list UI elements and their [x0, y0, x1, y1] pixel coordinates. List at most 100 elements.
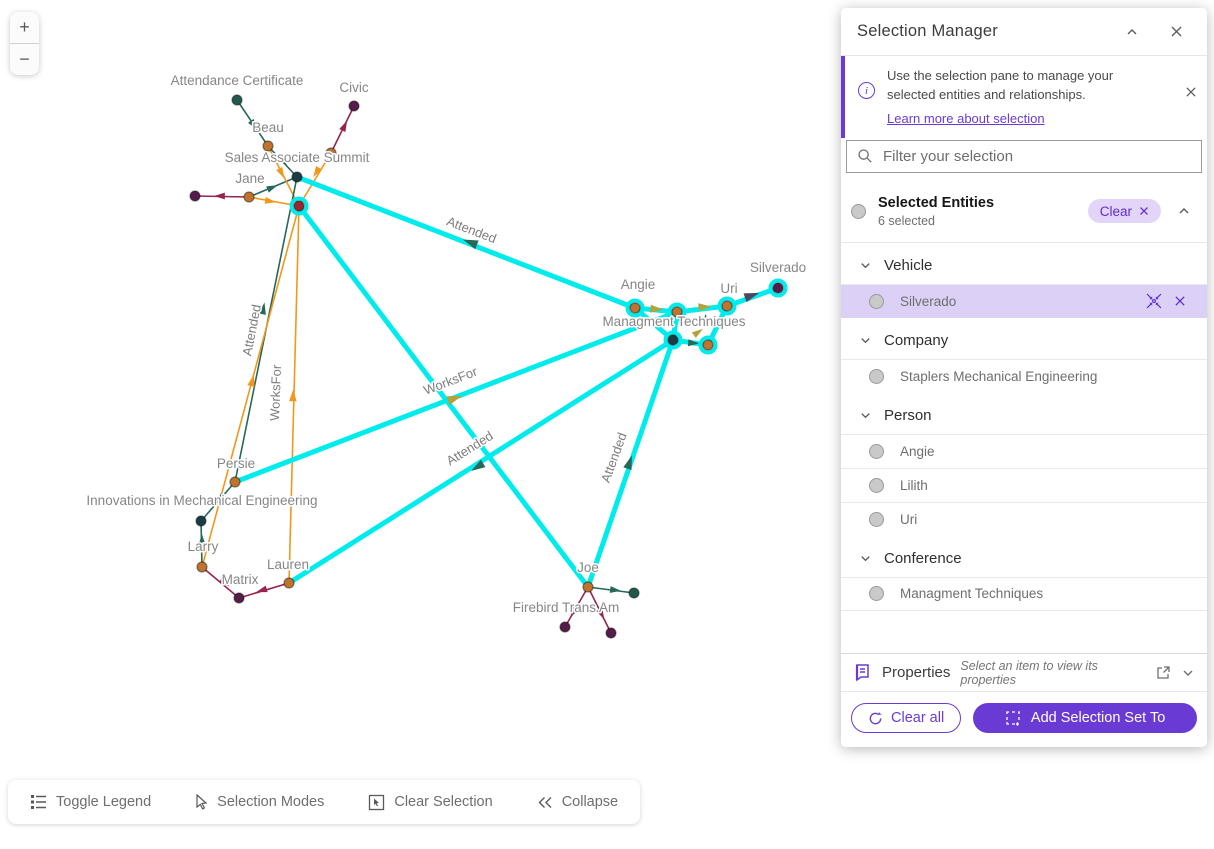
graph-node-firebird-a[interactable] — [559, 621, 571, 633]
properties-bar[interactable]: Properties Select an item to view its pr… — [841, 653, 1207, 692]
node-label-matrix: Matrix — [222, 572, 259, 587]
clear-all-button[interactable]: Clear all — [851, 703, 962, 733]
entity-groups-list: Vehicle Silverado Company Staplers Mechanic… — [841, 243, 1207, 653]
graph-node-lilith[interactable] — [667, 302, 687, 322]
group-header-conference[interactable]: Conference — [841, 536, 1207, 577]
node-label-summit: Sales Associate Summit — [225, 150, 370, 165]
graph-node-attendance-certificate[interactable] — [231, 94, 243, 106]
edge-arrowhead — [276, 167, 285, 179]
clear-chip-label: Clear — [1099, 203, 1132, 219]
person-node-dot — [196, 561, 208, 573]
graph-node-cluster-b[interactable] — [698, 335, 718, 355]
group-header-vehicle[interactable]: Vehicle — [841, 243, 1207, 284]
zoom-out-button[interactable]: − — [10, 44, 39, 75]
close-panel-button[interactable] — [1161, 17, 1191, 47]
edge-joe-firebird-a[interactable] — [564, 586, 589, 628]
graph-node-silverado[interactable] — [768, 278, 788, 298]
group-name: Person — [884, 406, 932, 424]
edge-larry-staplers[interactable] — [201, 205, 300, 568]
graph-node-uri[interactable] — [717, 296, 737, 316]
toolbar-selection-modes[interactable]: Selection Modes — [195, 794, 324, 810]
edge-arrowhead — [198, 533, 206, 545]
toolbar-item-label: Clear Selection — [394, 794, 493, 810]
entity-row-lilith[interactable]: Lilith — [841, 467, 1207, 502]
graph-node-summit[interactable] — [291, 171, 303, 183]
graph-node-joe[interactable] — [582, 581, 594, 593]
expand-properties-button[interactable] — [1181, 666, 1195, 680]
collapse-chevrons-icon — [537, 796, 553, 809]
edge-arrowhead — [446, 395, 463, 406]
zoom-to-entity-icon[interactable] — [1141, 289, 1167, 313]
graph-node-beau[interactable] — [262, 140, 274, 152]
entity-circle-icon — [869, 586, 884, 602]
edge-arrowhead — [687, 339, 700, 347]
chevron-down-icon — [1183, 670, 1193, 676]
open-properties-window-button[interactable] — [1156, 665, 1171, 680]
remove-entity-icon[interactable] — [1167, 289, 1193, 313]
filter-selection-input[interactable] — [883, 147, 1191, 165]
entity-circle-icon — [869, 477, 884, 493]
toolbar-collapse[interactable]: Collapse — [537, 794, 618, 810]
chevron-down-icon — [861, 262, 870, 268]
clear-selection-chip[interactable]: Clear — [1087, 199, 1161, 224]
toolbar-toggle-legend[interactable]: Toggle Legend — [30, 794, 151, 810]
toolbar-clear-selection[interactable]: Clear Selection — [368, 794, 493, 811]
company-node-dot — [293, 200, 305, 212]
edge-person-a-staplers[interactable] — [298, 152, 332, 207]
graph-node-lauren[interactable] — [283, 577, 295, 589]
graph-node-vehicle-a[interactable] — [189, 190, 201, 202]
selected-edge-staplers-joe[interactable] — [296, 203, 591, 590]
graph-node-angie[interactable] — [625, 298, 645, 318]
group-header-company[interactable]: Company — [841, 318, 1207, 359]
filter-search-box — [846, 139, 1202, 173]
collapse-entities-button[interactable] — [1177, 204, 1191, 218]
zoom-in-button[interactable]: + — [10, 12, 39, 43]
graph-node-person-a[interactable] — [325, 147, 337, 159]
graph-node-civic[interactable] — [348, 100, 360, 112]
selection-halo — [625, 298, 645, 318]
selection-halo — [289, 196, 309, 216]
graph-node-persie[interactable] — [229, 476, 241, 488]
graph-node-staplers[interactable] — [289, 196, 309, 216]
entity-label: Uri — [900, 511, 918, 527]
entity-row-uri[interactable]: Uri — [841, 501, 1207, 536]
search-icon — [858, 149, 872, 163]
info-banner: i Use the selection pane to manage your … — [841, 56, 1207, 138]
edge-arrowhead — [264, 196, 277, 204]
entity-row-angie[interactable]: Angie — [841, 433, 1207, 468]
clear-selection-icon — [368, 794, 385, 811]
properties-hint: Select an item to view its properties — [960, 658, 1098, 687]
entity-row-managment-techniques[interactable]: Managment Techniques — [841, 576, 1207, 611]
dismiss-banner-button[interactable] — [1185, 86, 1197, 101]
chevron-down-icon — [861, 555, 870, 561]
selected-edge-summit-angie[interactable] — [294, 174, 638, 311]
entity-row-staplers-mechanical-engineering[interactable]: Staplers Mechanical Engineering — [841, 358, 1207, 393]
node-label-persie: Persie — [217, 456, 255, 471]
graph-node-jane[interactable] — [243, 191, 255, 203]
graph-node-larry[interactable] — [196, 561, 208, 573]
person-node-dot — [262, 140, 274, 152]
conference-node-dot — [667, 334, 679, 346]
edge-arrowhead — [743, 292, 760, 303]
zoom-control: + − — [10, 12, 39, 75]
graph-node-innovations[interactable] — [195, 515, 207, 527]
entity-row-silverado[interactable]: Silverado — [841, 283, 1207, 318]
info-icon: i — [858, 82, 875, 99]
graph-node-firebird-b[interactable] — [605, 627, 617, 639]
edge-arrowhead — [258, 302, 266, 315]
graph-node-cert-b[interactable] — [628, 587, 640, 599]
group-header-person[interactable]: Person — [841, 393, 1207, 434]
group-name: Vehicle — [884, 256, 933, 274]
add-selection-set-button[interactable]: Add Selection Set To — [973, 703, 1197, 733]
collapse-panel-button[interactable] — [1117, 17, 1147, 47]
graph-node-matrix[interactable] — [233, 592, 245, 604]
graph-node-mt[interactable] — [663, 330, 683, 350]
node-label-firebird-a: Firebird Trans Am — [513, 600, 620, 615]
edge-arrowhead — [256, 585, 268, 593]
chevron-up-icon — [1179, 208, 1189, 214]
edge-arrowhead — [289, 389, 297, 402]
selected-edges-layer — [232, 174, 781, 590]
learn-more-link[interactable]: Learn more about selection — [887, 110, 1045, 126]
divider — [10, 43, 39, 44]
